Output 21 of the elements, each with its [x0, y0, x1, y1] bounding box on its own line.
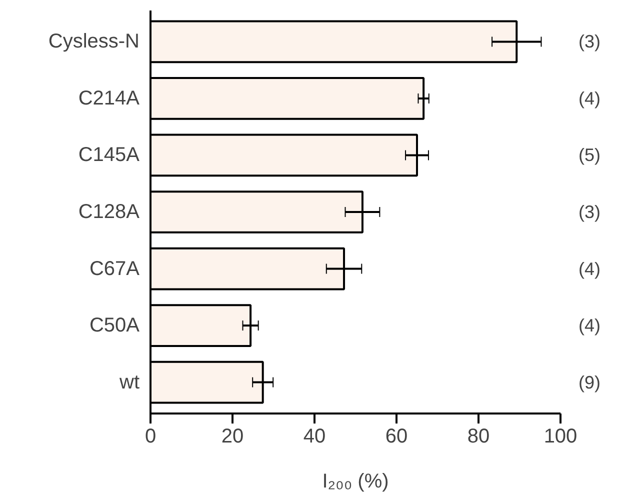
y-tick-label: Cysless-N [48, 30, 140, 53]
x-tick-label: 0 [144, 426, 156, 448]
y-tick-label: C214A [78, 87, 140, 110]
text: (4) [578, 316, 600, 336]
x-tick-label: 60 [385, 426, 408, 448]
y-tick-label: C145A [78, 144, 140, 166]
text: (5) [578, 145, 600, 166]
text: (3) [578, 202, 600, 222]
y-tick-label: wt [118, 371, 140, 394]
y-tick-label: C67A [89, 258, 140, 280]
x-tick-label: 100 [544, 426, 578, 448]
text: (9) [578, 372, 600, 392]
text: (4) [578, 88, 600, 108]
y-tick-label: C50A [89, 314, 140, 337]
x-tick-label: 80 [467, 426, 490, 448]
x-tick-label: 40 [303, 426, 326, 448]
text: (4) [578, 258, 600, 279]
x-tick-label: 20 [221, 426, 244, 448]
text: (3) [578, 32, 600, 52]
y-tick-label: C128A [78, 201, 140, 223]
x-axis-title: I₂₀₀ (%) [322, 470, 389, 492]
